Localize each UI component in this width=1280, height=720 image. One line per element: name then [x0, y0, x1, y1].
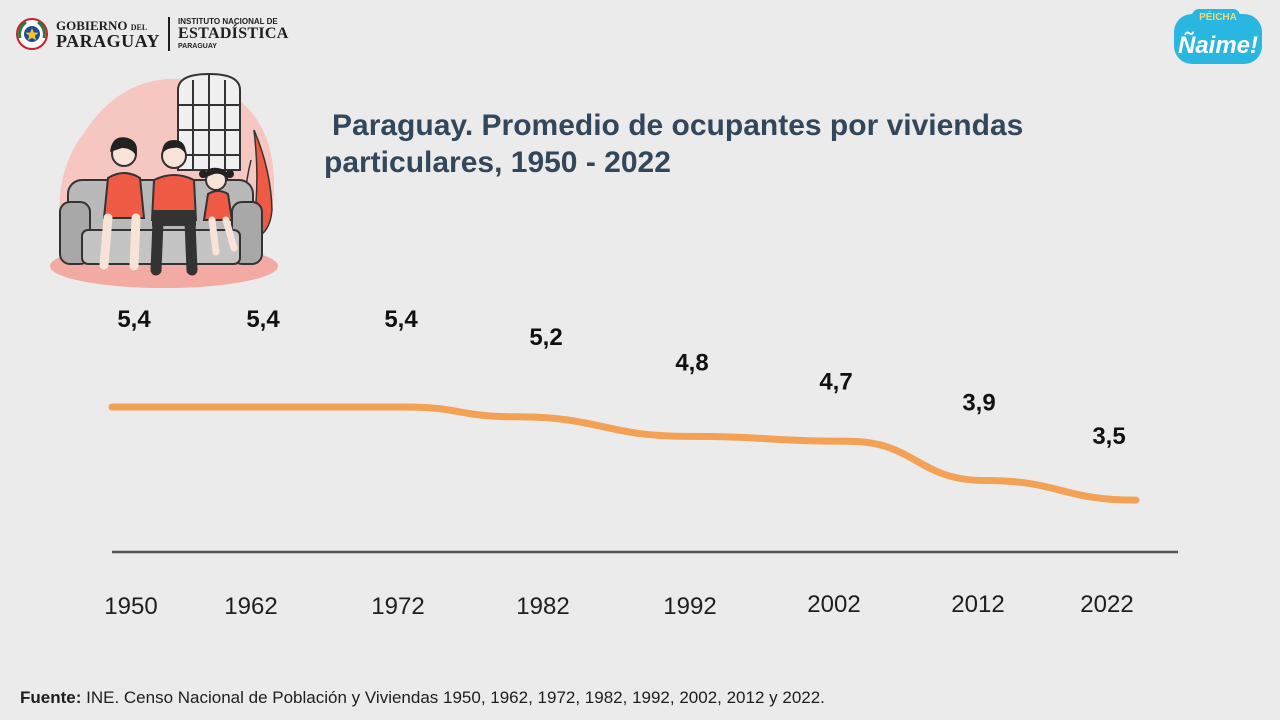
x-tick-label-1992: 1992: [663, 593, 716, 620]
ine-line2: ESTADÍSTICA: [178, 25, 289, 43]
value-label-1962: 5,4: [246, 306, 280, 333]
ine-line1: INSTITUTO NACIONAL DE: [178, 16, 278, 26]
chart-title: Paraguay. Promedio de ocupantes por vivi…: [324, 108, 1144, 181]
x-tick-label-1982: 1982: [516, 593, 569, 620]
badge-shape: [1174, 14, 1262, 64]
gov-line2: PARAGUAY: [56, 30, 161, 51]
chart-title-line2: particulares, 1950 - 2022: [324, 145, 671, 179]
x-tick-label-2022: 2022: [1080, 591, 1133, 618]
value-label-2022: 3,5: [1092, 423, 1125, 450]
value-label-2012: 3,9: [962, 390, 995, 417]
value-label-1982: 5,2: [529, 324, 562, 351]
header-logos: GOBIERNO DEL PARAGUAY INSTITUTO NACIONAL…: [14, 16, 289, 52]
government-logo-text: GOBIERNO DEL PARAGUAY: [56, 19, 160, 50]
badge-big-text: Ñaime!: [1178, 31, 1258, 59]
gov-line1: GOBIERNO: [56, 17, 128, 33]
x-tick-labels: 1950 1962 1972 1982 1992 2002 2012 2022: [104, 591, 1133, 620]
government-crest-icon: [16, 18, 48, 50]
value-label-1950: 5,4: [117, 306, 151, 333]
chart-title-line1: Paraguay. Promedio de ocupantes por vivi…: [332, 109, 1024, 142]
source-prefix: Fuente:: [20, 688, 82, 707]
ine-line3: PARAGUAY: [178, 42, 217, 50]
badge-small-text: PÉICHA: [1199, 10, 1237, 23]
value-label-2002: 4,7: [819, 368, 852, 395]
source-note: Fuente: INE. Censo Nacional de Población…: [20, 688, 825, 708]
x-tick-label-1962: 1962: [224, 593, 277, 620]
gov-del: DEL: [130, 22, 148, 32]
logo-divider: [168, 17, 171, 51]
x-tick-label-1972: 1972: [371, 593, 424, 620]
value-label-1972: 5,4: [384, 306, 418, 333]
source-text: INE. Censo Nacional de Población y Vivie…: [81, 688, 825, 707]
ine-logo-text: INSTITUTO NACIONAL DE ESTADÍSTICA PARAGU…: [178, 16, 289, 51]
value-label-1992: 4,8: [675, 349, 708, 376]
x-tick-label-2012: 2012: [951, 591, 1004, 618]
campaign-badge-logo: PÉICHA Ñaime!: [1174, 9, 1262, 64]
value-labels: 5,4 5,4 5,4 5,2 4,8 4,7 3,9 3,5: [117, 306, 1125, 450]
family-on-sofa-icon: [50, 72, 278, 288]
x-tick-label-1950: 1950: [104, 593, 157, 620]
x-tick-label-2002: 2002: [807, 591, 860, 618]
series-line: [108, 403, 1140, 504]
badge-tab: [1192, 9, 1240, 23]
